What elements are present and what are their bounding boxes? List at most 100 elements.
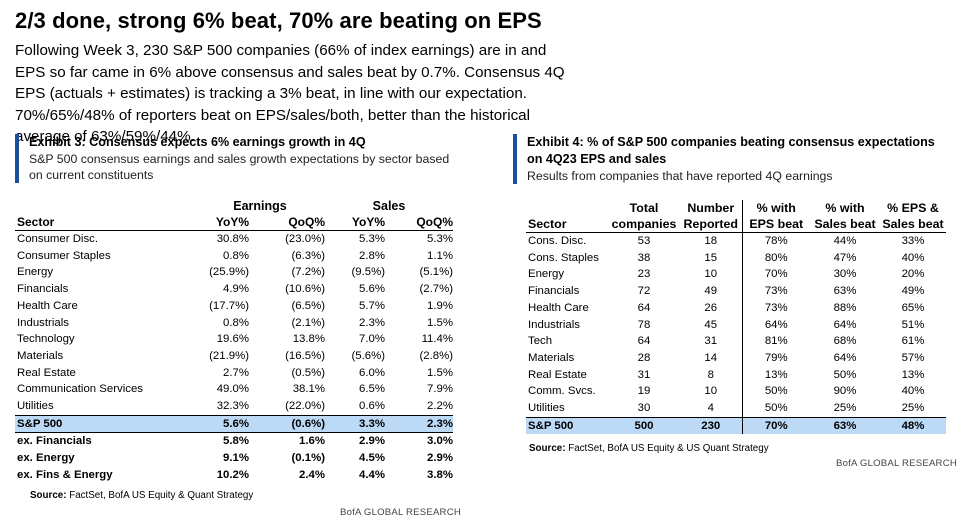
value-cell: 7.0% xyxy=(359,333,385,346)
exhibit4-source-text: FactSet, BofA US Equity & US Quant Strat… xyxy=(565,443,769,454)
value-cell: 8 xyxy=(707,368,714,381)
sector-cell: ex. Fins & Energy xyxy=(17,468,113,481)
value-cell: (5.1%) xyxy=(419,266,454,279)
exhibit4-table: Total Number % with % with % EPS & Secto… xyxy=(526,200,946,435)
exhibit4-col-sales-line2: Sales beat xyxy=(810,216,880,233)
value-cell: 5.8% xyxy=(223,435,249,448)
value-cell: 30 xyxy=(637,402,651,415)
value-cell: (9.5%) xyxy=(351,266,385,279)
exhibit4-col-eps-line1: % with xyxy=(741,200,810,216)
value-cell: 6.5% xyxy=(359,383,385,396)
exhibit4-source-label: Source: xyxy=(529,443,566,454)
value-cell: 3.8% xyxy=(427,468,454,481)
value-cell: 5.6% xyxy=(359,283,385,296)
sector-cell: Health Care xyxy=(528,301,589,314)
table-row: Real Estate 31 8 13% 50% 13% xyxy=(526,366,946,384)
value-cell: (5.6%) xyxy=(351,349,385,362)
exhibit4-col-both-line2: Sales beat xyxy=(880,216,946,233)
exhibit3-column-header: Sector YoY% QoQ% YoY% QoQ% xyxy=(15,214,454,231)
value-cell: 31 xyxy=(637,368,651,381)
value-cell: 68% xyxy=(833,335,857,348)
table-row: Materials (21.9%) (16.5%) (5.6%) (2.8%) xyxy=(15,348,453,365)
table-row: Utilities 30 4 50% 25% 25% xyxy=(526,400,946,418)
value-cell: 25% xyxy=(901,402,925,415)
value-cell: 57% xyxy=(901,351,925,364)
value-cell: 47% xyxy=(833,251,857,264)
sector-cell: Utilities xyxy=(17,400,54,413)
value-cell: 28 xyxy=(637,351,651,364)
value-cell: 10.2% xyxy=(216,468,249,481)
sector-cell: ex. Financials xyxy=(17,435,92,448)
value-cell: 2.7% xyxy=(223,366,249,379)
value-cell: 1.9% xyxy=(427,299,454,312)
value-cell: 72 xyxy=(637,285,651,298)
value-cell: (0.6%) xyxy=(249,414,325,434)
exhibit4-header: Exhibit 4: % of S&P 500 companies beatin… xyxy=(513,134,948,184)
value-cell: 1.6% xyxy=(299,435,325,448)
table-row: Industrials 78 45 64% 64% 51% xyxy=(526,316,946,334)
value-cell: 19.6% xyxy=(216,333,249,346)
value-cell: 79% xyxy=(741,349,810,367)
value-cell: (2.7%) xyxy=(419,283,454,296)
table-row: Industrials 0.8% (2.1%) 2.3% 1.5% xyxy=(15,315,453,332)
value-cell: (7.2%) xyxy=(291,266,325,279)
exhibit4-brand: BofA GLOBAL RESEARCH xyxy=(836,458,957,469)
value-cell: 20% xyxy=(901,268,925,281)
sector-cell: Materials xyxy=(528,351,575,364)
value-cell: 49 xyxy=(704,285,718,298)
table-row: Technology 19.6% 13.8% 7.0% 11.4% xyxy=(15,331,453,348)
exhibit4-header-row-2: Sector companies Reported EPS beat Sales… xyxy=(526,216,946,233)
value-cell: 3.0% xyxy=(427,435,454,448)
exhibit4-col-total-line2: companies xyxy=(608,216,680,233)
value-cell: 38 xyxy=(637,251,651,264)
value-cell: 9.1% xyxy=(223,452,249,465)
value-cell: (6.3%) xyxy=(291,249,325,262)
value-cell: 4 xyxy=(707,402,714,415)
table-row: Consumer Disc. 30.8% (23.0%) 5.3% 5.3% xyxy=(15,231,453,248)
table-row: Health Care 64 26 73% 88% 65% xyxy=(526,299,946,317)
sector-cell: Utilities xyxy=(528,402,565,415)
table-row: Financials 72 49 73% 63% 49% xyxy=(526,283,946,300)
table-row: Real Estate 2.7% (0.5%) 6.0% 1.5% xyxy=(15,365,453,382)
value-cell: 4.4% xyxy=(359,468,385,481)
table-row: Energy 23 10 70% 30% 20% xyxy=(526,266,946,284)
value-cell: 230 xyxy=(680,416,742,435)
value-cell: (10.6%) xyxy=(285,283,325,296)
sector-cell: S&P 500 xyxy=(526,416,608,435)
value-cell: 50% xyxy=(741,400,810,418)
value-cell: 0.8% xyxy=(223,249,249,262)
sector-cell: Cons. Staples xyxy=(528,251,599,264)
exhibit4-col-number-line1: Number xyxy=(687,201,735,215)
value-cell: 13% xyxy=(901,368,925,381)
value-cell: 78 xyxy=(637,318,651,331)
exhibit3-title: Exhibit 3: Consensus expects 6% earnings… xyxy=(29,135,366,149)
value-cell: 2.9% xyxy=(427,452,454,465)
exhibit4-title-block: Exhibit 4: % of S&P 500 companies beatin… xyxy=(513,134,948,184)
value-cell: 44% xyxy=(833,235,857,247)
value-cell: 78% xyxy=(741,232,810,250)
exhibit4-col-total-line1: Total xyxy=(629,201,659,215)
sector-cell: Comm. Svcs. xyxy=(528,385,596,398)
sector-cell: Cons. Disc. xyxy=(528,235,587,247)
sector-cell: Communication Services xyxy=(17,383,143,396)
exhibit4-col-number-line2: Reported xyxy=(680,216,742,233)
sector-cell: Energy xyxy=(528,268,565,281)
total-row: S&P 500 5.6% (0.6%) 3.3% 2.3% xyxy=(15,414,454,434)
exhibit4-col-sector: Sector xyxy=(526,216,608,233)
table-row: Materials 28 14 79% 64% 57% xyxy=(526,349,946,367)
value-cell: (0.1%) xyxy=(291,452,325,465)
intro-paragraph: Following Week 3, 230 S&P 500 companies … xyxy=(15,42,565,145)
exhibit3-col-earnings-yoy: YoY% xyxy=(165,214,249,231)
value-cell: 7.9% xyxy=(427,383,454,396)
exhibit3-source-label: Source: xyxy=(30,490,67,501)
value-cell: 25% xyxy=(833,402,857,415)
exhibit4-col-eps-line2: EPS beat xyxy=(741,216,810,233)
value-cell: 3.3% xyxy=(325,414,385,434)
value-cell: 30.8% xyxy=(216,233,249,245)
value-cell: 2.4% xyxy=(299,468,325,481)
value-cell: 40% xyxy=(901,251,925,264)
value-cell: 40% xyxy=(901,385,925,398)
value-cell: (21.9%) xyxy=(209,349,249,362)
sector-cell: Health Care xyxy=(17,299,78,312)
table-row: Energy (25.9%) (7.2%) (9.5%) (5.1%) xyxy=(15,264,453,281)
